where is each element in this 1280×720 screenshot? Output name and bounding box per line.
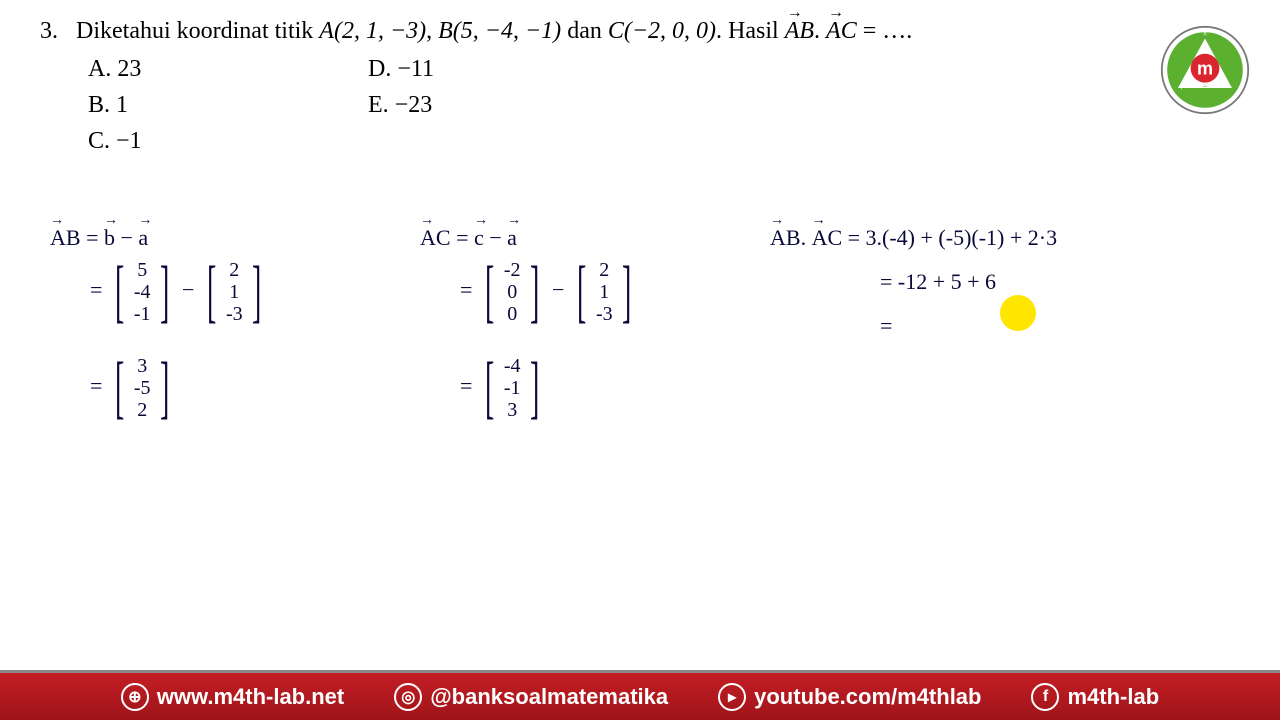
svg-text:÷: ÷	[1203, 82, 1208, 92]
option-b: B. 1	[88, 87, 368, 123]
svg-text:×: ×	[1202, 29, 1207, 39]
facebook-icon: f	[1031, 683, 1059, 711]
question-block: 3. Diketahui koordinat titik A(2, 1, −3)…	[0, 0, 1280, 159]
answer-options: A. 23 D. −11 B. 1 E. −23 C. −1	[88, 51, 1240, 159]
work-column-ac: AC = c − a = [-200] − [21-3] = [-4-13]	[420, 225, 720, 429]
option-a: A. 23	[88, 51, 368, 87]
svg-text:−: −	[1225, 82, 1231, 94]
instagram-icon: ◎	[394, 683, 422, 711]
work-column-ab: AB = b − a = [5-4-1] − [21-3] = [3-52]	[50, 225, 350, 429]
option-d: D. −11	[368, 51, 648, 87]
m4thlab-logo: m × + − ÷	[1160, 25, 1250, 115]
footer-bar: ⊕ www.m4th-lab.net ◎ @banksoalmatematika…	[0, 670, 1280, 720]
footer-youtube: ▸ youtube.com/m4thlab	[718, 683, 981, 711]
footer-instagram: ◎ @banksoalmatematika	[394, 683, 668, 711]
web-icon: ⊕	[121, 683, 149, 711]
vector-ac: AC	[826, 18, 857, 45]
svg-text:+: +	[1179, 82, 1185, 94]
svg-text:m: m	[1197, 59, 1213, 79]
vector-ab: AB	[785, 18, 814, 45]
work-column-dotproduct: AB. AC = 3.(-4) + (-5)(-1) + 2·3 = -12 +…	[770, 225, 1220, 357]
option-c: C. −1	[88, 123, 368, 159]
footer-web: ⊕ www.m4th-lab.net	[121, 683, 344, 711]
option-e: E. −23	[368, 87, 648, 123]
youtube-icon: ▸	[718, 683, 746, 711]
question-text: Diketahui koordinat titik A(2, 1, −3), B…	[76, 18, 912, 44]
question-number: 3.	[40, 18, 70, 45]
footer-facebook: f m4th-lab	[1031, 683, 1159, 711]
